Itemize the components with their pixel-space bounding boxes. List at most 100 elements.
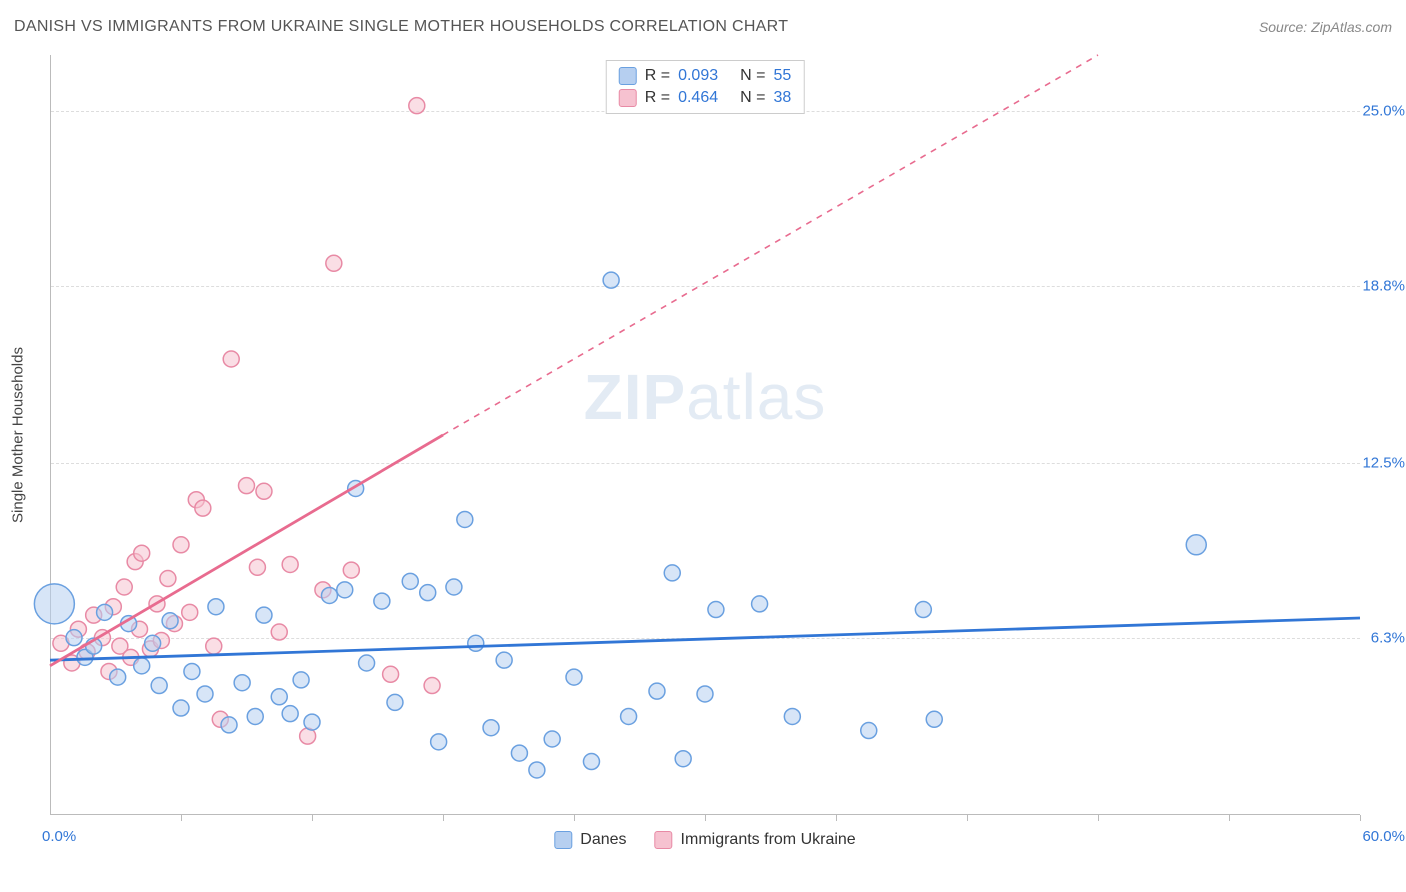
correlation-legend-row-ukraine: R = 0.464 N = 38 — [619, 87, 792, 109]
n-label: N = — [740, 67, 765, 85]
y-tick-label: 25.0% — [1362, 103, 1405, 120]
scatter-point — [239, 478, 255, 494]
source-attribution: Source: ZipAtlas.com — [1259, 19, 1392, 35]
x-tick — [836, 815, 837, 821]
scatter-point — [708, 602, 724, 618]
source-name: ZipAtlas.com — [1311, 19, 1392, 35]
y-tick-label: 12.5% — [1362, 455, 1405, 472]
x-tick — [1360, 815, 1361, 821]
scatter-point — [151, 678, 167, 694]
regression-line — [50, 435, 443, 666]
scatter-point — [66, 630, 82, 646]
scatter-point — [409, 98, 425, 114]
legend-swatch-danes — [619, 67, 637, 85]
scatter-point — [116, 579, 132, 595]
scatter-point — [446, 579, 462, 595]
n-label: N = — [740, 89, 765, 107]
scatter-point — [321, 587, 337, 603]
scatter-point — [145, 635, 161, 651]
scatter-point — [566, 669, 582, 685]
legend-item-danes: Danes — [554, 831, 626, 849]
correlation-legend: R = 0.093 N = 55 R = 0.464 N = 38 — [606, 60, 805, 114]
scatter-point — [184, 663, 200, 679]
scatter-point — [664, 565, 680, 581]
scatter-point — [621, 708, 637, 724]
x-axis-max-label: 60.0% — [1362, 828, 1405, 845]
scatter-point — [249, 559, 265, 575]
legend-swatch-danes — [554, 831, 572, 849]
chart-plot-area: Single Mother Households ZIPatlas 0.0% 6… — [50, 55, 1360, 815]
n-value-ukraine: 38 — [773, 89, 791, 107]
scatter-point — [649, 683, 665, 699]
scatter-point — [583, 754, 599, 770]
scatter-point — [160, 571, 176, 587]
scatter-point — [697, 686, 713, 702]
scatter-point — [110, 669, 126, 685]
scatter-point — [359, 655, 375, 671]
scatter-point — [162, 613, 178, 629]
x-tick — [967, 815, 968, 821]
scatter-point — [424, 678, 440, 694]
series-legend: Danes Immigrants from Ukraine — [554, 831, 855, 849]
scatter-point — [1186, 535, 1206, 555]
regression-line — [50, 618, 1360, 660]
r-label: R = — [645, 89, 670, 107]
scatter-point — [387, 694, 403, 710]
scatter-point — [337, 582, 353, 598]
n-value-danes: 55 — [773, 67, 791, 85]
x-tick — [312, 815, 313, 821]
legend-swatch-ukraine — [655, 831, 673, 849]
scatter-point — [383, 666, 399, 682]
r-value-ukraine: 0.464 — [678, 89, 718, 107]
scatter-point — [293, 672, 309, 688]
scatter-point — [182, 604, 198, 620]
y-tick-label: 18.8% — [1362, 277, 1405, 294]
x-tick — [574, 815, 575, 821]
scatter-point — [861, 723, 877, 739]
scatter-point — [915, 602, 931, 618]
scatter-point — [675, 751, 691, 767]
scatter-point — [256, 607, 272, 623]
scatter-point — [752, 596, 768, 612]
scatter-point — [603, 272, 619, 288]
scatter-point — [97, 604, 113, 620]
x-tick — [1229, 815, 1230, 821]
scatter-point — [431, 734, 447, 750]
scatter-point — [457, 511, 473, 527]
scatter-point — [195, 500, 211, 516]
scatter-point — [173, 700, 189, 716]
scatter-point — [206, 638, 222, 654]
legend-label-danes: Danes — [580, 831, 626, 849]
scatter-point — [529, 762, 545, 778]
scatter-point — [784, 708, 800, 724]
scatter-point — [326, 255, 342, 271]
chart-title: DANISH VS IMMIGRANTS FROM UKRAINE SINGLE… — [14, 18, 788, 36]
x-axis-min-label: 0.0% — [42, 828, 76, 845]
scatter-svg — [50, 55, 1360, 815]
x-tick — [181, 815, 182, 821]
correlation-legend-row-danes: R = 0.093 N = 55 — [619, 65, 792, 87]
source-prefix: Source: — [1259, 19, 1311, 35]
scatter-point — [483, 720, 499, 736]
scatter-point — [304, 714, 320, 730]
legend-swatch-ukraine — [619, 89, 637, 107]
scatter-point — [468, 635, 484, 651]
scatter-point — [343, 562, 359, 578]
scatter-point — [511, 745, 527, 761]
x-tick — [705, 815, 706, 821]
y-axis-title: Single Mother Households — [10, 347, 27, 523]
x-tick — [1098, 815, 1099, 821]
legend-label-ukraine: Immigrants from Ukraine — [681, 831, 856, 849]
scatter-point — [223, 351, 239, 367]
scatter-point — [34, 584, 74, 624]
x-tick — [443, 815, 444, 821]
scatter-point — [197, 686, 213, 702]
scatter-point — [282, 556, 298, 572]
scatter-point — [208, 599, 224, 615]
scatter-point — [256, 483, 272, 499]
scatter-point — [402, 573, 418, 589]
scatter-point — [221, 717, 237, 733]
scatter-point — [271, 689, 287, 705]
scatter-point — [134, 545, 150, 561]
legend-item-ukraine: Immigrants from Ukraine — [655, 831, 856, 849]
